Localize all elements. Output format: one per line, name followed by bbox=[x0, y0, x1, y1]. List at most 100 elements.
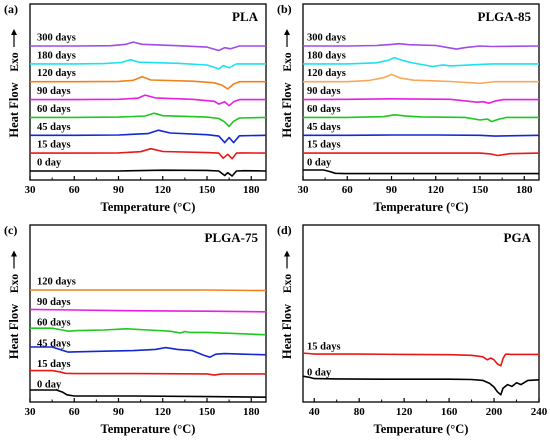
x-tick-label: 60 bbox=[342, 184, 354, 196]
series-line-300-days bbox=[303, 42, 540, 50]
exo-label: Exo bbox=[282, 52, 294, 71]
x-tick-label: 240 bbox=[531, 406, 548, 418]
series-label: 45 days bbox=[37, 338, 71, 349]
series-label: 45 days bbox=[37, 122, 71, 133]
y-axis-label: Heat Flow bbox=[7, 304, 21, 359]
x-tick-label: 160 bbox=[441, 406, 458, 418]
panel-label: (c) bbox=[4, 223, 17, 237]
x-tick-label: 180 bbox=[516, 184, 533, 196]
axes-frame bbox=[29, 3, 267, 181]
series-label: 90 days bbox=[37, 297, 71, 308]
series-line-45-days bbox=[30, 129, 267, 144]
x-tick-label: 150 bbox=[199, 184, 216, 196]
series-label: 60 days bbox=[37, 104, 71, 115]
series-line-0-day bbox=[30, 169, 267, 177]
series-line-0-day bbox=[302, 375, 540, 396]
series-line-45-days bbox=[30, 346, 267, 359]
panel-title: PLGA-75 bbox=[205, 230, 259, 245]
exo-arrow-head bbox=[284, 250, 290, 257]
series-line-180-days bbox=[30, 58, 266, 70]
series-label: 90 days bbox=[37, 86, 71, 97]
series-label: 0 day bbox=[37, 380, 62, 391]
exo-arrow-head bbox=[11, 29, 17, 35]
panel-title: PGA bbox=[504, 230, 532, 245]
series-line-120-days bbox=[303, 73, 539, 85]
panel-3: (c) 30 60 90 120 150 180 Temperature (°C) Heat F… bbox=[4, 223, 267, 436]
x-tick-label: 30 bbox=[25, 406, 37, 418]
exo-arrow-head bbox=[284, 29, 290, 35]
x-axis-label: Temperature (°C) bbox=[101, 422, 196, 436]
x-tick-label: 120 bbox=[428, 184, 445, 196]
series-label: 120 days bbox=[37, 68, 76, 79]
axes-frame bbox=[302, 224, 540, 403]
series-line-15-days bbox=[303, 152, 540, 157]
series-label: 15 days bbox=[307, 342, 341, 353]
panel-4: (d) 40 80 120 160 200 240 Temperature (°C) Heat … bbox=[277, 223, 548, 436]
x-tick-label: 40 bbox=[309, 406, 321, 418]
exo-label: Exo bbox=[9, 52, 21, 71]
x-tick-label: 60 bbox=[69, 184, 81, 196]
exo-label: Exo bbox=[282, 274, 294, 293]
series-label: 60 days bbox=[307, 104, 341, 115]
panel-label: (d) bbox=[277, 223, 292, 237]
x-tick-label: 90 bbox=[386, 184, 398, 196]
panel-title: PLA bbox=[232, 9, 259, 24]
series-line-60-days bbox=[30, 112, 267, 128]
series-label: 15 days bbox=[37, 359, 71, 370]
series-line-300-days bbox=[30, 41, 266, 52]
series-label: 0 day bbox=[37, 158, 62, 169]
axes-frame bbox=[302, 3, 540, 181]
series-line-180-days bbox=[303, 56, 539, 68]
x-tick-label: 200 bbox=[486, 406, 503, 418]
x-tick-label: 80 bbox=[354, 406, 366, 418]
series-label: 15 days bbox=[37, 140, 71, 151]
series-label: 300 days bbox=[307, 33, 346, 44]
series-line-15-days bbox=[30, 147, 267, 160]
x-tick-label: 120 bbox=[155, 406, 172, 418]
panel-label: (a) bbox=[4, 2, 18, 16]
x-tick-label: 150 bbox=[472, 184, 489, 196]
series-label: 15 days bbox=[307, 140, 341, 151]
series-line-15-days bbox=[30, 369, 266, 376]
series-line-90-days bbox=[302, 98, 539, 104]
y-axis-label: Heat Flow bbox=[7, 82, 21, 137]
x-tick-label: 90 bbox=[113, 184, 125, 196]
y-axis-label: Heat Flow bbox=[280, 82, 294, 137]
series-line-0-day bbox=[30, 389, 267, 398]
x-tick-label: 30 bbox=[298, 184, 310, 196]
x-tick-label: 90 bbox=[113, 406, 125, 418]
series-label: 45 days bbox=[307, 122, 341, 133]
y-axis-label: Heat Flow bbox=[280, 304, 294, 359]
series-line-120-days bbox=[30, 289, 267, 292]
exo-arrow-head bbox=[11, 250, 17, 257]
x-tick-label: 120 bbox=[155, 184, 172, 196]
series-label: 60 days bbox=[37, 318, 71, 329]
series-line-15-days bbox=[302, 352, 539, 367]
series-line-90-days bbox=[29, 308, 267, 313]
x-tick-label: 180 bbox=[243, 184, 260, 196]
axes-frame bbox=[29, 224, 267, 403]
x-axis-label: Temperature (°C) bbox=[374, 200, 469, 214]
x-tick-label: 120 bbox=[396, 406, 413, 418]
x-axis-label: Temperature (°C) bbox=[101, 200, 196, 214]
series-label: 180 days bbox=[37, 50, 76, 61]
panel-label: (b) bbox=[277, 2, 292, 16]
x-tick-label: 150 bbox=[199, 406, 216, 418]
series-line-45-days bbox=[303, 134, 540, 137]
exo-label: Exo bbox=[9, 274, 21, 293]
panel-2: (b) 30 60 90 120 150 180 Temperature (°C) Heat F… bbox=[277, 2, 540, 214]
x-tick-label: 30 bbox=[25, 184, 37, 196]
panel-title: PLGA-85 bbox=[478, 9, 532, 24]
x-tick-label: 180 bbox=[243, 406, 260, 418]
series-label: 120 days bbox=[37, 277, 76, 288]
series-line-0-day bbox=[303, 169, 539, 175]
series-line-120-days bbox=[30, 75, 266, 90]
series-label: 90 days bbox=[307, 86, 341, 97]
x-axis-label: Temperature (°C) bbox=[374, 422, 469, 436]
series-line-90-days bbox=[30, 94, 266, 107]
series-label: 0 day bbox=[307, 368, 332, 379]
series-label: 180 days bbox=[307, 50, 346, 61]
series-label: 300 days bbox=[37, 33, 76, 44]
series-label: 0 day bbox=[307, 158, 332, 169]
